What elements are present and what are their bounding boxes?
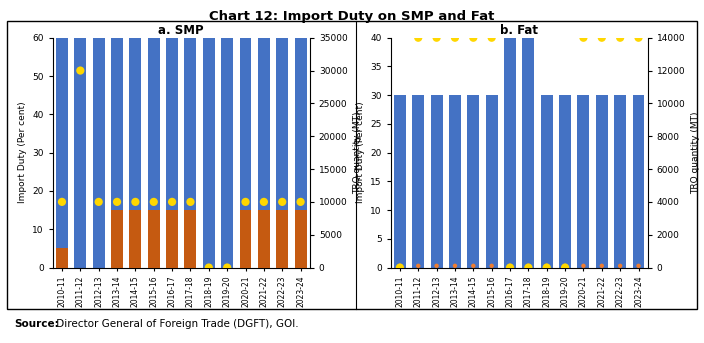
Bar bbox=[413, 95, 425, 268]
Point bbox=[541, 263, 553, 269]
Bar bbox=[111, 38, 123, 268]
Bar bbox=[431, 95, 443, 268]
Bar bbox=[93, 38, 105, 268]
Y-axis label: TRQ quantity (MT): TRQ quantity (MT) bbox=[691, 111, 700, 194]
Point bbox=[203, 265, 215, 270]
Bar bbox=[75, 38, 87, 268]
Bar bbox=[166, 210, 178, 268]
Point bbox=[240, 199, 251, 205]
Point bbox=[596, 35, 608, 40]
Bar bbox=[148, 38, 160, 268]
Point bbox=[431, 35, 442, 40]
Bar bbox=[184, 210, 196, 268]
Point bbox=[560, 265, 571, 270]
Bar bbox=[614, 95, 626, 268]
Bar bbox=[504, 38, 516, 268]
Point bbox=[486, 263, 497, 269]
Point bbox=[449, 263, 460, 269]
Bar bbox=[258, 38, 270, 268]
Point bbox=[523, 265, 534, 270]
Bar bbox=[294, 38, 306, 268]
Point bbox=[541, 265, 553, 270]
Point bbox=[449, 35, 460, 40]
Bar bbox=[258, 210, 270, 268]
Bar bbox=[276, 38, 288, 268]
Bar bbox=[203, 38, 215, 268]
Point bbox=[578, 35, 589, 40]
Bar bbox=[166, 38, 178, 268]
Point bbox=[413, 263, 424, 269]
Point bbox=[504, 263, 515, 269]
Bar bbox=[449, 95, 461, 268]
Point bbox=[93, 199, 104, 205]
Point bbox=[413, 35, 424, 40]
Bar bbox=[239, 210, 251, 268]
Bar bbox=[239, 38, 251, 268]
Point bbox=[560, 263, 571, 269]
Bar bbox=[7, 21, 697, 309]
Bar bbox=[559, 95, 571, 268]
Point bbox=[467, 263, 479, 269]
Bar bbox=[148, 210, 160, 268]
Point bbox=[277, 199, 288, 205]
Point bbox=[523, 263, 534, 269]
Point bbox=[633, 35, 644, 40]
Text: Chart 12: Import Duty on SMP and Fat: Chart 12: Import Duty on SMP and Fat bbox=[209, 10, 495, 23]
Point bbox=[185, 199, 196, 205]
Bar bbox=[632, 95, 644, 268]
Bar bbox=[56, 248, 68, 268]
Bar bbox=[276, 210, 288, 268]
Y-axis label: TRQ quantity (MT): TRQ quantity (MT) bbox=[353, 111, 362, 194]
Bar bbox=[184, 38, 196, 268]
Text: Director General of Foreign Trade (DGFT), GOI.: Director General of Foreign Trade (DGFT)… bbox=[53, 319, 298, 329]
Bar bbox=[130, 38, 142, 268]
Bar bbox=[577, 95, 589, 268]
Bar bbox=[130, 210, 142, 268]
Bar bbox=[486, 95, 498, 268]
Bar bbox=[596, 95, 608, 268]
Point bbox=[578, 263, 589, 269]
Point bbox=[486, 35, 497, 40]
Point bbox=[431, 263, 442, 269]
Point bbox=[394, 265, 406, 270]
Title: b. Fat: b. Fat bbox=[501, 24, 538, 37]
Bar bbox=[467, 95, 479, 268]
Bar bbox=[522, 38, 534, 268]
Point bbox=[295, 199, 306, 205]
Bar bbox=[294, 210, 306, 268]
Point bbox=[148, 199, 159, 205]
Y-axis label: Import Duty (Per cent): Import Duty (Per cent) bbox=[356, 102, 365, 203]
Y-axis label: Import Duty (Per cent): Import Duty (Per cent) bbox=[18, 102, 27, 203]
Bar bbox=[111, 210, 123, 268]
Text: Source:: Source: bbox=[14, 319, 59, 329]
Point bbox=[75, 68, 86, 73]
Point bbox=[615, 263, 626, 269]
Point bbox=[222, 265, 233, 270]
Point bbox=[615, 35, 626, 40]
Point bbox=[504, 265, 515, 270]
Point bbox=[111, 199, 122, 205]
Point bbox=[633, 263, 644, 269]
Bar bbox=[394, 95, 406, 268]
Point bbox=[56, 199, 68, 205]
Title: a. SMP: a. SMP bbox=[158, 24, 204, 37]
Point bbox=[596, 263, 608, 269]
Bar bbox=[56, 38, 68, 268]
Bar bbox=[541, 95, 553, 268]
Bar bbox=[221, 38, 233, 268]
Point bbox=[130, 199, 141, 205]
Point bbox=[258, 199, 270, 205]
Point bbox=[166, 199, 177, 205]
Point bbox=[467, 35, 479, 40]
Point bbox=[394, 263, 406, 269]
